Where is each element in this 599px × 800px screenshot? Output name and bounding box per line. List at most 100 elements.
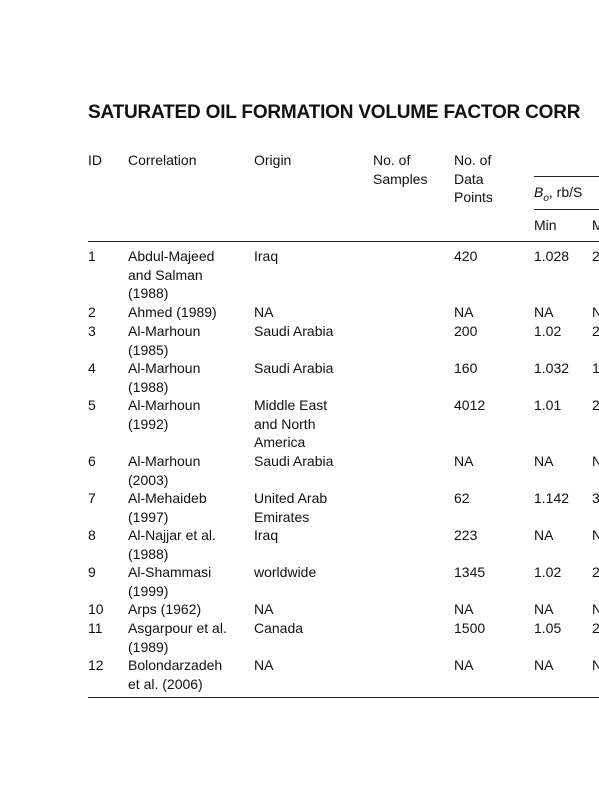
column-header: No. of Data Points xyxy=(454,152,493,205)
table-cell: 200 xyxy=(454,323,478,339)
group-rule xyxy=(534,176,599,177)
table-row: 8 Al-Najjar et al. (1988) Iraq 223 NA N xyxy=(0,526,599,563)
table-cell: 1.032 xyxy=(534,360,570,376)
table-cell: Ahmed (1989) xyxy=(128,304,217,320)
table-cell: Saudi Arabia xyxy=(254,323,334,339)
table-row: 2 Ahmed (1989) NA NA NA N xyxy=(0,303,599,322)
table-cell: NA xyxy=(454,601,474,617)
symbol: B xyxy=(534,184,544,200)
table-cell: Asgarpour et al. (1989) xyxy=(128,620,227,655)
table-cell: 1 xyxy=(88,248,96,264)
table-cell: NA xyxy=(254,601,274,617)
table-cell: 1.01 xyxy=(534,397,562,413)
table-cell: 2 xyxy=(592,248,599,264)
table-cell: N xyxy=(592,304,599,320)
column-header: Correlation xyxy=(128,152,197,168)
table-cell: 10 xyxy=(88,601,104,617)
table-cell: NA xyxy=(534,527,554,543)
table-cell: NA xyxy=(454,304,474,320)
column-header: Origin xyxy=(254,152,292,168)
table-row: 10 Arps (1962) NA NA NA N xyxy=(0,600,599,619)
bottom-rule xyxy=(88,697,599,698)
table-cell: 160 xyxy=(454,360,478,376)
table-row: 11 Asgarpour et al. (1989) Canada 1500 1.05 2 xyxy=(0,619,599,656)
table-cell: Arps (1962) xyxy=(128,601,202,617)
table-cell: NA xyxy=(454,453,474,469)
table-cell: Canada xyxy=(254,620,304,636)
table-cell: Iraq xyxy=(254,248,279,264)
table-cell: 2 xyxy=(592,397,599,413)
table-cell: Al-Najjar et al. (1988) xyxy=(128,527,216,562)
column-subheader: Min xyxy=(534,217,557,233)
table-cell: NA xyxy=(534,657,554,673)
subscript: o xyxy=(543,192,549,204)
table-cell: NA xyxy=(254,657,274,673)
table-cell: 1.02 xyxy=(534,323,562,339)
table-cell: 62 xyxy=(454,490,470,506)
table-cell: 1.028 xyxy=(534,248,570,264)
table-cell: 1.05 xyxy=(534,620,562,636)
table-cell: 12 xyxy=(88,657,104,673)
table-cell: N xyxy=(592,453,599,469)
table-cell: 2 xyxy=(592,323,599,339)
table-row: 1 Abdul-Majeed and Salman (1988) Iraq 420 1.… xyxy=(0,247,599,303)
table-cell: 1500 xyxy=(454,620,486,636)
table-row: 6 Al-Marhoun (2003) Saudi Arabia NA NA N xyxy=(0,452,599,489)
table-cell: 3 xyxy=(88,323,96,339)
table-cell: 1.02 xyxy=(534,564,562,580)
table-cell: Al-Marhoun (1985) xyxy=(128,323,201,358)
table-cell: 11 xyxy=(88,620,103,636)
column-subheader: M xyxy=(592,217,599,233)
table-cell: 420 xyxy=(454,248,478,264)
table-cell: 9 xyxy=(88,564,96,580)
table-cell: Bolondarzadeh et al. (2006) xyxy=(128,657,223,692)
table-cell: worldwide xyxy=(254,564,317,580)
table-cell: 2 xyxy=(592,564,599,580)
table-cell: Iraq xyxy=(254,527,279,543)
table-title: SATURATED OIL FORMATION VOLUME FACTOR CO… xyxy=(88,102,581,123)
table-cell: Saudi Arabia xyxy=(254,453,334,469)
table-cell: Al-Shammasi (1999) xyxy=(128,564,212,599)
table-cell: Al-Marhoun (2003) xyxy=(128,453,201,488)
table-cell: 2 xyxy=(88,304,96,320)
table-cell: N xyxy=(592,657,599,673)
table-row: 12 Bolondarzadeh et al. (2006) NA NA NA N xyxy=(0,656,599,693)
table-cell: 8 xyxy=(88,527,96,543)
table-cell: NA xyxy=(254,304,274,320)
column-header: ID xyxy=(88,152,102,168)
table-cell: NA xyxy=(534,601,554,617)
table-cell: Abdul-Majeed and Salman (1988) xyxy=(128,248,215,301)
table-cell: 3 xyxy=(592,490,599,506)
table-cell: NA xyxy=(534,453,554,469)
table-row: 9 Al-Shammasi (1999) worldwide 1345 1.02 2 xyxy=(0,563,599,600)
table-row: 5 Al-Marhoun (1992) Middle East and North … xyxy=(0,396,599,452)
table-cell: 4 xyxy=(88,360,96,376)
subheader-rule xyxy=(534,209,599,210)
table-body: 1 Abdul-Majeed and Salman (1988) Iraq 420 1.… xyxy=(0,247,599,693)
table-cell: 5 xyxy=(88,397,96,413)
table-cell: Al-Marhoun (1988) xyxy=(128,360,201,395)
group-header: Bo, rb/S xyxy=(534,183,582,208)
table-cell: Middle East and North America xyxy=(254,397,328,450)
header-rule xyxy=(88,241,599,242)
table-cell: N xyxy=(592,527,599,543)
table-cell: 4012 xyxy=(454,397,486,413)
table-cell: 1345 xyxy=(454,564,486,580)
table-cell: 223 xyxy=(454,527,478,543)
table-cell: Al-Marhoun (1992) xyxy=(128,397,201,432)
table-cell: NA xyxy=(534,304,554,320)
table-row: 7 Al-Mehaideb (1997) United Arab Emirates 6… xyxy=(0,489,599,526)
table-cell: 2 xyxy=(592,620,599,636)
table-cell: 7 xyxy=(88,490,96,506)
table-cell: NA xyxy=(454,657,474,673)
table-cell: United Arab Emirates xyxy=(254,490,328,525)
table-row: 4 Al-Marhoun (1988) Saudi Arabia 160 1.032 1 xyxy=(0,359,599,396)
table-row: 3 Al-Marhoun (1985) Saudi Arabia 200 1.02 2 xyxy=(0,322,599,359)
table-cell: Saudi Arabia xyxy=(254,360,334,376)
table-cell: 1.142 xyxy=(534,490,570,506)
table-cell: N xyxy=(592,601,599,617)
table-cell: 1 xyxy=(592,360,599,376)
table-cell: Al-Mehaideb (1997) xyxy=(128,490,207,525)
unit: , rb/S xyxy=(548,184,583,200)
